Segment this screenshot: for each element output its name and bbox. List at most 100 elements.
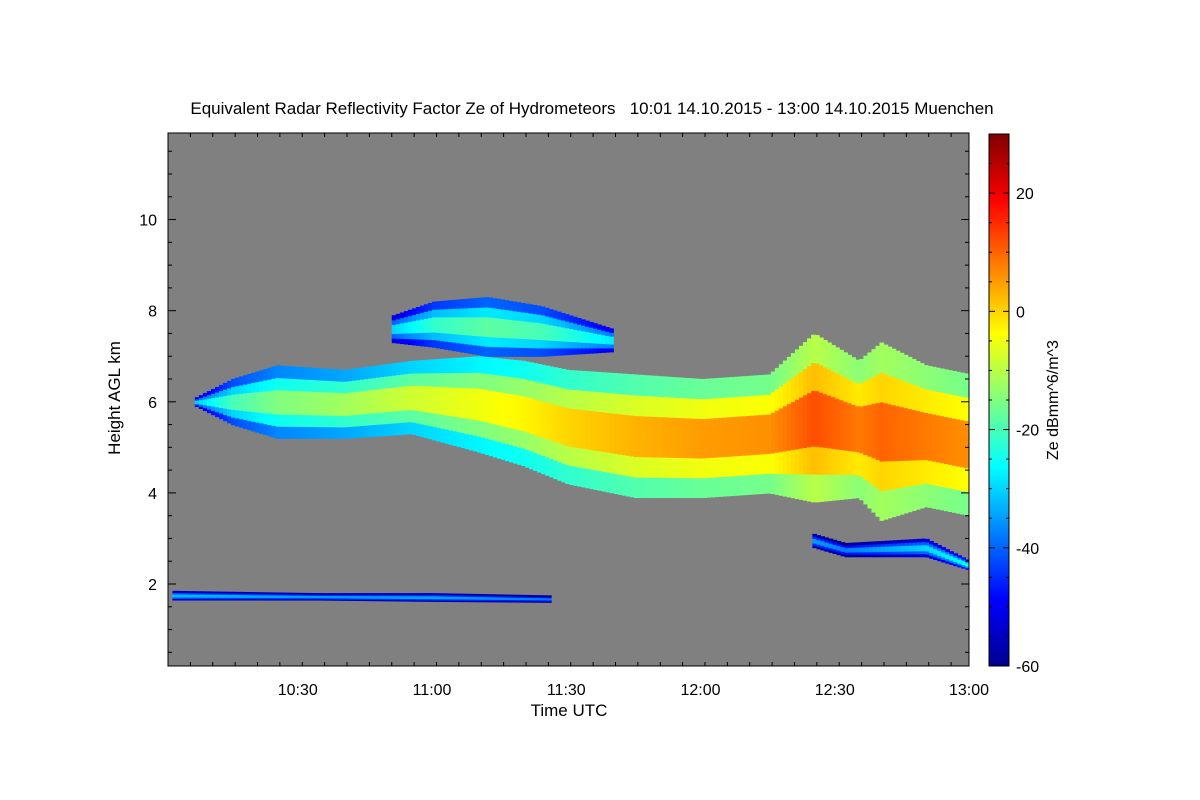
echo-cell xyxy=(496,308,502,319)
echo-cell xyxy=(961,559,967,562)
echo-cell xyxy=(192,594,198,597)
echo-cell xyxy=(843,450,848,476)
echo-cell xyxy=(875,345,881,375)
echo-cell xyxy=(389,594,395,597)
echo-cell xyxy=(899,352,905,381)
echo-cell xyxy=(911,384,917,411)
echo-cell xyxy=(478,594,484,596)
echo-cell xyxy=(240,591,246,594)
echo-cell xyxy=(517,429,522,448)
echo-cell xyxy=(542,598,548,601)
echo-cell xyxy=(896,545,902,549)
echo-cell xyxy=(420,411,426,425)
echo-cell xyxy=(529,380,534,399)
echo-cell xyxy=(530,598,536,601)
echo-cell xyxy=(504,300,510,311)
echo-cell xyxy=(923,412,929,437)
echo-cell xyxy=(931,461,937,486)
echo-cell xyxy=(544,339,550,349)
echo-cell xyxy=(500,408,506,427)
echo-cell xyxy=(766,433,772,455)
echo-cell xyxy=(446,594,451,597)
echo-cell xyxy=(369,599,375,602)
echo-cell xyxy=(674,477,679,499)
echo-cell xyxy=(295,378,301,392)
echo-cell xyxy=(953,559,958,563)
echo-cell xyxy=(581,370,587,391)
echo-cell xyxy=(835,372,840,399)
echo-cell xyxy=(460,325,465,335)
echo-cell xyxy=(504,359,510,377)
echo-cell xyxy=(295,402,301,415)
echo-cell xyxy=(541,455,546,475)
echo-cell xyxy=(474,599,480,601)
echo-cell xyxy=(381,593,387,595)
echo-cell xyxy=(609,392,615,414)
echo-cell xyxy=(561,425,566,445)
echo-cell xyxy=(293,593,298,596)
echo-cell xyxy=(510,598,516,601)
echo-cell xyxy=(456,308,461,318)
echo-cell xyxy=(212,598,218,601)
echo-cell xyxy=(380,400,385,413)
echo-cell xyxy=(702,418,707,439)
echo-cell xyxy=(657,477,663,499)
echo-cell xyxy=(452,333,457,343)
echo-cell xyxy=(613,373,619,394)
echo-cell xyxy=(396,410,401,424)
echo-cell xyxy=(766,374,772,395)
echo-cell xyxy=(530,597,536,600)
echo-cell xyxy=(418,594,423,597)
echo-cell xyxy=(257,592,262,595)
echo-cell xyxy=(577,447,583,468)
echo-cell xyxy=(686,378,691,399)
echo-cell xyxy=(184,592,190,595)
echo-cell xyxy=(766,473,772,494)
echo-cell xyxy=(408,409,413,423)
echo-cell xyxy=(361,599,367,602)
echo-cell xyxy=(925,544,930,549)
echo-cell xyxy=(831,474,836,501)
echo-cell xyxy=(216,591,222,594)
echo-cell xyxy=(512,328,518,339)
echo-cell xyxy=(573,389,579,410)
echo-cell xyxy=(811,473,816,503)
echo-cell xyxy=(428,425,434,440)
echo-cell xyxy=(569,408,575,428)
echo-cell xyxy=(613,473,619,495)
echo-cell xyxy=(686,397,691,419)
echo-cell xyxy=(925,553,930,558)
echo-cell xyxy=(273,596,278,599)
echo-cell xyxy=(291,402,297,415)
echo-cell xyxy=(956,395,961,420)
echo-cell xyxy=(490,594,496,597)
echo-cell xyxy=(927,366,933,391)
echo-cell xyxy=(876,554,882,558)
echo-cell xyxy=(329,597,335,600)
echo-cell xyxy=(943,487,949,512)
echo-cell xyxy=(472,344,477,355)
echo-cell xyxy=(466,600,472,603)
echo-cell xyxy=(774,473,780,495)
echo-cell xyxy=(905,545,910,549)
echo-cell xyxy=(440,358,446,374)
echo-cell xyxy=(309,593,315,595)
echo-cell xyxy=(299,426,305,439)
echo-cell xyxy=(565,407,570,428)
echo-cell xyxy=(231,386,236,395)
echo-cell xyxy=(398,598,403,601)
echo-cell xyxy=(568,315,574,323)
echo-cell xyxy=(359,379,365,392)
echo-cell xyxy=(887,489,893,519)
echo-cell xyxy=(653,396,659,417)
echo-cell xyxy=(196,592,202,595)
echo-cell xyxy=(267,413,272,426)
echo-cell xyxy=(875,430,881,460)
echo-cell xyxy=(621,434,627,456)
echo-cell xyxy=(456,431,462,448)
echo-cell xyxy=(452,401,458,417)
echo-cell xyxy=(391,338,397,344)
echo-cell xyxy=(474,593,480,596)
echo-cell xyxy=(557,368,562,388)
echo-cell xyxy=(943,369,949,394)
